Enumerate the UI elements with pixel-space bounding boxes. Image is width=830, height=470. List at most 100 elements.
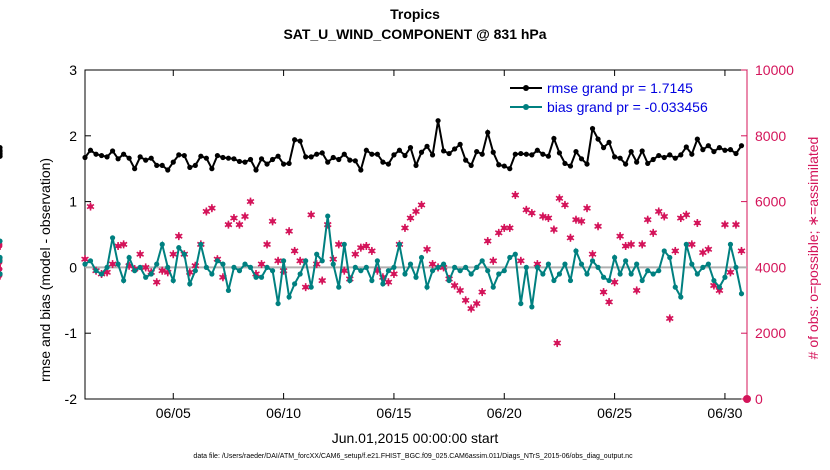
obs-marker-core (612, 279, 617, 285)
obs-marker-core (590, 251, 595, 257)
bias-point (634, 261, 640, 267)
obs-marker-core (231, 215, 237, 221)
obs-marker-core (617, 233, 623, 239)
obs-marker-core (259, 261, 264, 267)
rmse-point (667, 152, 673, 158)
bias-point (683, 241, 689, 247)
obs-marker-core (540, 214, 546, 219)
rmse-point (672, 155, 678, 161)
bias-point (407, 261, 414, 267)
bias-point (115, 261, 121, 267)
bias-point (678, 294, 684, 300)
obs-count-point (577, 217, 586, 226)
bias-point (496, 271, 502, 277)
obs-marker-core (352, 251, 358, 257)
bias-point (236, 268, 243, 274)
rmse-point (606, 139, 612, 145)
bias-point (413, 274, 419, 280)
rmse-point (181, 152, 187, 159)
y-tick-label: 1 (69, 194, 77, 210)
rmse-point (275, 153, 281, 159)
bias-point (181, 251, 187, 257)
bias-point (628, 271, 634, 277)
obs-zero-marker (743, 395, 751, 403)
rmse-point (623, 161, 629, 167)
obs-marker-core (264, 241, 270, 247)
obs-marker-core (722, 222, 728, 228)
rmse-point (154, 162, 160, 169)
obs-count-point (483, 237, 492, 246)
obs-count-point (516, 256, 525, 265)
y2-tick-label: 10000 (755, 62, 794, 78)
rmse-point (225, 155, 232, 161)
bias-point (87, 258, 94, 264)
obs-marker-core (678, 215, 684, 221)
obs-marker-core (554, 340, 560, 346)
obs-marker-core (270, 218, 275, 224)
rmse-point (512, 151, 518, 157)
obs-count-point (257, 260, 266, 269)
obs-count-point (301, 283, 310, 292)
bias-point (363, 264, 369, 270)
obs-marker-core (700, 250, 706, 255)
bias-point (82, 261, 88, 267)
chart-subtitle: SAT_U_WIND_COMPONENT @ 831 hPa (283, 26, 546, 42)
bias-point (187, 281, 193, 287)
y2-tick-label: 8000 (755, 128, 786, 144)
obs-marker-core (0, 243, 3, 249)
rmse-point (435, 118, 441, 124)
obs-count-point (384, 278, 393, 287)
obs-count-point (86, 202, 95, 211)
obs-count-point (527, 209, 536, 218)
bias-point (242, 261, 248, 267)
obs-marker-core (248, 199, 253, 205)
rmse-point (600, 145, 607, 151)
y2-tick-label: 0 (755, 391, 763, 407)
bias-point (612, 254, 618, 261)
y-tick-label: 2 (69, 128, 77, 144)
rmse-point (683, 144, 689, 150)
obs-marker-core (220, 274, 226, 280)
bias-point (264, 264, 270, 270)
obs-count-point (119, 240, 128, 249)
bias-point (275, 300, 281, 307)
obs-marker-core (457, 288, 463, 293)
obs-count-point (721, 220, 729, 229)
rmse-point (115, 156, 121, 162)
rmse-point (380, 159, 386, 165)
obs-marker-core (0, 266, 3, 272)
obs-marker-core (512, 192, 518, 198)
obs-count-point (450, 281, 459, 290)
obs-count-point (456, 286, 464, 295)
rmse-point (556, 150, 563, 156)
obs-count-point (489, 256, 498, 265)
obs-count-point (649, 228, 658, 237)
obs-count-point (687, 240, 696, 249)
x-tick-label: 06/30 (707, 405, 742, 421)
obs-marker-core (733, 222, 739, 228)
bias-point (352, 264, 358, 270)
obs-marker-core (341, 268, 347, 274)
bias-point (650, 271, 656, 277)
bias-point (584, 271, 590, 277)
obs-count-point (467, 304, 476, 313)
bias-point (540, 271, 546, 277)
bias-point (132, 268, 138, 274)
obs-marker-core (104, 269, 110, 275)
obs-marker-core (170, 251, 176, 257)
obs-count-point (599, 288, 608, 297)
obs-marker-core (705, 246, 711, 252)
obs-count-point (654, 207, 663, 216)
x-axis-label: Jun.01,2015 00:00:00 start (332, 430, 499, 446)
bias-point (490, 284, 496, 290)
rmse-point (170, 159, 176, 165)
rmse-point (418, 149, 425, 155)
rmse-point (159, 162, 165, 169)
rmse-point (247, 156, 254, 163)
obs-marker-core (551, 227, 557, 232)
rmse-point (330, 154, 336, 161)
bias-point (435, 264, 441, 270)
rmse-point (0, 145, 3, 151)
obs-count-point (285, 227, 293, 236)
y-tick-label: -1 (65, 325, 78, 341)
